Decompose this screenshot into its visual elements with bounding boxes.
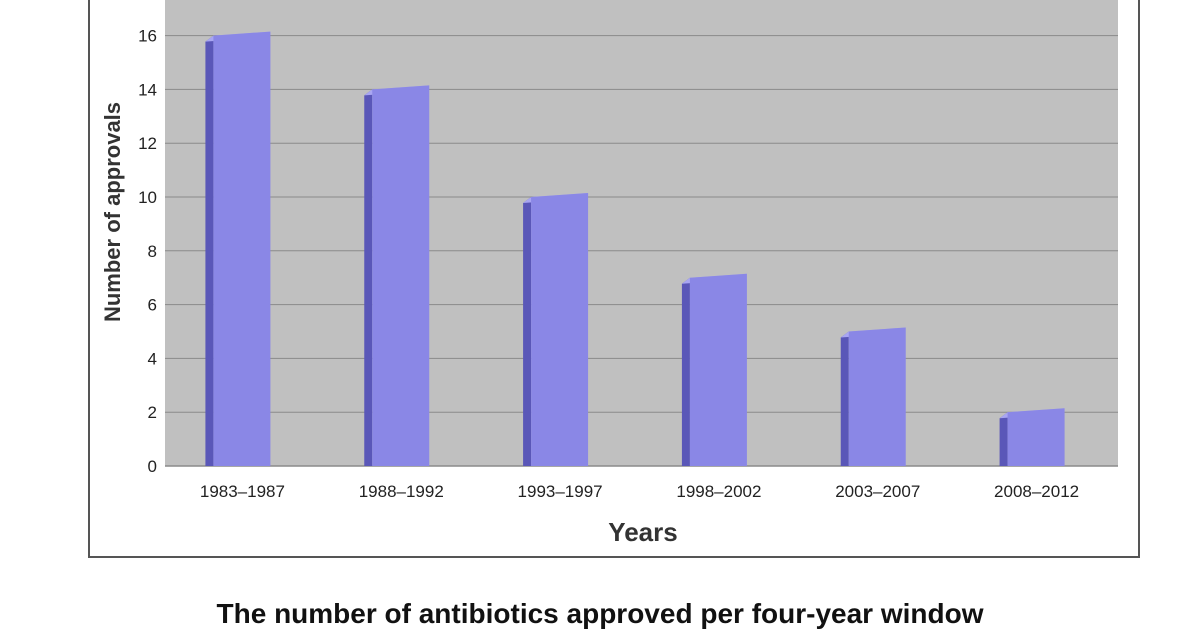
x-tick-label: 1988–1992: [359, 482, 444, 501]
bar: [681, 273, 747, 466]
x-tick-label: 2003–2007: [835, 482, 920, 501]
y-tick-label: 6: [148, 296, 157, 315]
bar: [840, 327, 906, 466]
x-tick-label: 1998–2002: [676, 482, 761, 501]
y-tick-label: 4: [148, 349, 157, 368]
bar: [999, 408, 1065, 466]
y-axis-title: Number of approvals: [100, 102, 125, 322]
chart-caption: The number of antibiotics approved per f…: [216, 598, 984, 629]
gridlines: [165, 35, 1118, 467]
x-tick-labels: 1983–1987 1988–1992 1993–1997 1998–2002 2003…: [200, 482, 1079, 501]
bars: [205, 31, 1065, 467]
y-tick-label: 0: [148, 457, 157, 476]
bar: [523, 193, 589, 466]
y-tick-label: 16: [138, 27, 157, 46]
y-tick-label: 10: [138, 188, 157, 207]
y-tick-label: 8: [148, 242, 157, 261]
y-tick-label: 2: [148, 403, 157, 422]
x-tick-label: 2008–2012: [994, 482, 1079, 501]
x-tick-label: 1993–1997: [518, 482, 603, 501]
y-tick-labels: 0 2 4 6 8 10 12 14 16: [138, 27, 157, 476]
bar: [205, 31, 271, 466]
y-tick-label: 14: [138, 80, 157, 99]
plot-area: [165, 0, 1118, 466]
y-tick-label: 12: [138, 134, 157, 153]
x-axis-title: Years: [608, 517, 677, 547]
x-tick-label: 1983–1987: [200, 482, 285, 501]
bar: [364, 85, 430, 467]
